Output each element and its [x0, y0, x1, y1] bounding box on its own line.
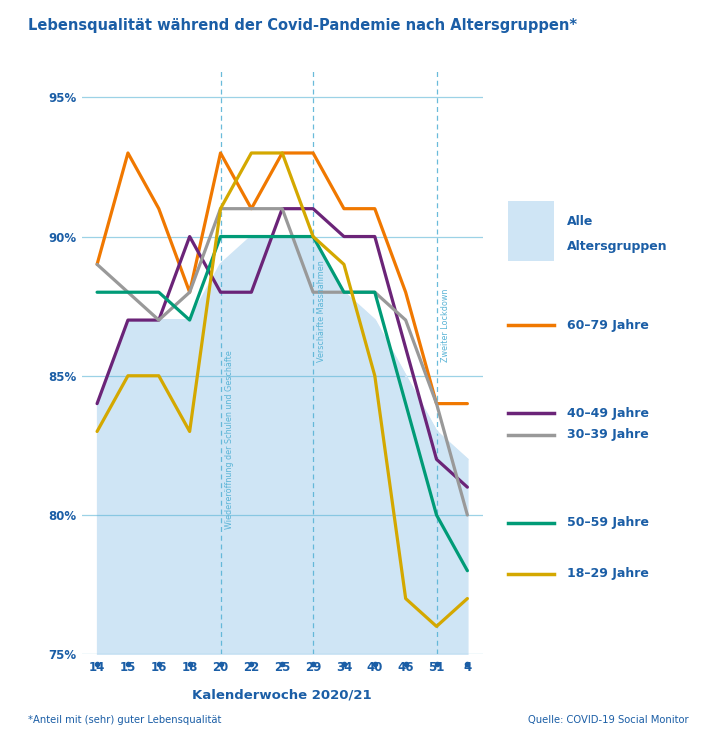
X-axis label: Kalenderwoche 2020/21: Kalenderwoche 2020/21 [192, 688, 372, 701]
Text: 18–29 Jahre: 18–29 Jahre [567, 567, 648, 580]
Text: 50–59 Jahre: 50–59 Jahre [567, 516, 648, 529]
Text: Altersgruppen: Altersgruppen [567, 240, 667, 253]
Text: Zweiter Lockdown: Zweiter Lockdown [440, 289, 449, 362]
Text: 30–39 Jahre: 30–39 Jahre [567, 428, 648, 442]
Text: *Anteil mit (sehr) guter Lebensqualität: *Anteil mit (sehr) guter Lebensqualität [28, 715, 222, 725]
Text: Verschärfte Massnahmen: Verschärfte Massnahmen [317, 260, 326, 362]
Text: Lebensqualität während der Covid-Pandemie nach Altersgruppen*: Lebensqualität während der Covid-Pandemi… [28, 18, 577, 34]
Text: Wiedereröffnung der Schulen und Geschäfte: Wiedereröffnung der Schulen und Geschäft… [224, 350, 234, 529]
Text: Alle: Alle [567, 215, 593, 228]
Text: 40–49 Jahre: 40–49 Jahre [567, 406, 648, 420]
Text: 60–79 Jahre: 60–79 Jahre [567, 319, 648, 332]
Text: Quelle: COVID-19 Social Monitor: Quelle: COVID-19 Social Monitor [528, 715, 689, 725]
